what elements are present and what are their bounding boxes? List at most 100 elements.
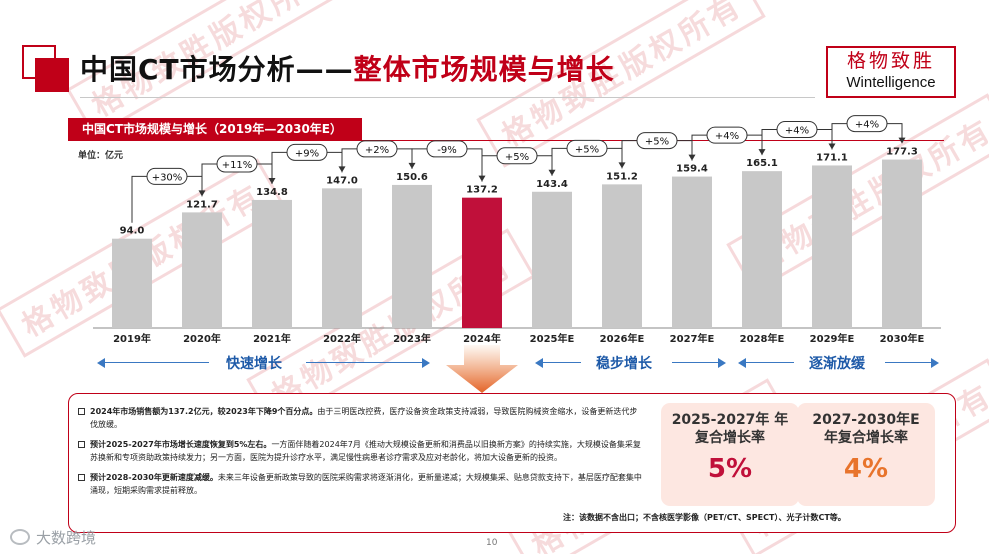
x-tick-label: 2020年 [183, 332, 221, 345]
growth-pill [636, 132, 678, 150]
phase-arrow-left [97, 358, 215, 368]
page-title-main: 中国CT市场分析—— [80, 53, 354, 86]
title-decor-square-filled [35, 58, 69, 92]
checkbox-square-icon [78, 474, 85, 481]
bar [602, 184, 642, 328]
checkbox-square-icon [78, 408, 85, 415]
growth-label: +4% [785, 125, 809, 136]
cagr-value: 4% [843, 454, 889, 484]
growth-label: +4% [855, 120, 879, 131]
bar-value-label: 121.7 [186, 199, 218, 210]
growth-arrowhead [898, 137, 906, 144]
bar [532, 191, 572, 328]
x-tick-label: 2030年E [880, 332, 925, 345]
growth-pill [146, 167, 188, 185]
wechat-icon [10, 529, 30, 545]
bullet-item: 预计2025-2027年市场增长速度恢复到5%左右。一方面伴随着2024年7月《… [78, 438, 644, 464]
bullet-text: 未来三年设备更新政策导致的医院采购需求将逐渐消化，更新量递减；大规模集采、贴息贷… [90, 473, 642, 495]
down-arrow-icon [446, 345, 518, 393]
x-tick-label: 2024年 [463, 332, 501, 345]
x-tick-label: 2022年 [323, 332, 361, 345]
x-tick-label: 2023年 [393, 332, 431, 345]
x-tick-label: 2027年E [670, 332, 715, 345]
growth-pill [286, 143, 328, 161]
bar [812, 165, 852, 328]
x-tick-label: 2029年E [810, 332, 855, 345]
phase-arrow-right [666, 358, 726, 368]
growth-pill [566, 139, 608, 157]
phase-arrow-right [879, 358, 939, 368]
cagr-label: 2025-2027年 年复合增长率 [671, 412, 789, 446]
phase-arrow-right [300, 358, 430, 368]
logo-chinese-text: 格物致胜 [846, 50, 935, 72]
bar-chart: 94.0 2019年 121.7 2020年 134.8 2021年 147.0 2022年 1… [93, 115, 941, 345]
growth-pill [426, 140, 468, 158]
bar [742, 171, 782, 328]
logo-english-text: Wintelligence [846, 74, 936, 91]
bar-value-label: 94.0 [120, 226, 145, 237]
bar [392, 184, 432, 328]
bar [882, 159, 922, 328]
bar [182, 212, 222, 328]
bar-value-label: 159.4 [676, 164, 708, 175]
summary-bullets: 2024年市场销售额为137.2亿元，较2023年下降9个百分点。由于三明医改控… [78, 405, 644, 504]
bullet-item: 预计2028-2030年更新速度减缓。未来三年设备更新政策导致的医院采购需求将逐… [78, 471, 644, 497]
bar-value-label: 143.4 [536, 179, 568, 190]
x-tick-label: 2021年 [253, 332, 291, 345]
page-title: 中国CT市场分析——整体市场规模与增长 [80, 48, 615, 88]
bullet-text: 一方面伴随着2024年7月《推动大规模设备更新和消费品以旧换新方案》的持续实施，… [90, 440, 641, 462]
phase-arrow-left [738, 358, 800, 368]
x-tick-label: 2019年 [113, 332, 151, 345]
growth-pill [846, 115, 888, 133]
cagr-card-2027-2030: 2027-2030年E 年复合增长率 4% [797, 403, 935, 506]
footnote: 注：该数据不含出口；不含核医学影像（PET/CT、SPECT）、光子计数CT等。 [563, 513, 846, 522]
bar-value-label: 137.2 [466, 185, 498, 196]
footer-brand: 大数跨境 [10, 527, 96, 548]
growth-label: +2% [365, 145, 389, 156]
bar-value-label: 147.0 [326, 175, 358, 186]
checkbox-square-icon [78, 441, 85, 448]
footer-brand-text: 大数跨境 [36, 529, 97, 547]
bar [672, 176, 712, 328]
page-title-highlight: 整体市场规模与增长 [353, 53, 615, 86]
page-number: 10 [486, 538, 498, 548]
x-tick-label: 2026年E [600, 332, 645, 345]
cagr-card-2025-2027: 2025-2027年 年复合增长率 5% [661, 403, 799, 506]
cagr-value: 5% [707, 454, 753, 484]
bar [322, 188, 362, 328]
growth-label: +5% [505, 152, 529, 163]
chart-title-divider [68, 140, 944, 141]
growth-pill [706, 126, 748, 144]
bullet-lead: 2024年市场销售额为137.2亿元，较2023年下降9个百分点。 [90, 407, 318, 416]
bar-value-label: 165.1 [746, 158, 778, 169]
bullet-lead: 预计2028-2030年更新速度减缓。 [90, 473, 218, 482]
growth-label: +5% [575, 144, 599, 155]
x-tick-label: 2028年E [740, 332, 785, 345]
phase-arrow-left [535, 358, 587, 368]
phase-label-steady-growth: 稳步增长 [596, 356, 652, 372]
bar-value-label: 171.1 [816, 152, 848, 163]
growth-pill [776, 120, 818, 138]
growth-pill [216, 155, 258, 173]
chart-unit-label: 单位：亿元 [78, 151, 124, 161]
growth-label: +9% [295, 148, 319, 159]
growth-pill [356, 140, 398, 158]
bar-value-label: 134.8 [256, 187, 288, 198]
growth-label: +4% [715, 131, 739, 142]
phase-label-slowing: 逐渐放缓 [809, 356, 865, 372]
growth-label: +11% [222, 160, 253, 171]
bar-value-label: 151.2 [606, 171, 638, 182]
bullet-lead: 预计2025-2027年市场增长速度恢复到5%左右。 [90, 440, 272, 449]
chart-title: 中国CT市场规模与增长（2019年—2030年E） [68, 118, 362, 140]
brand-logo: 格物致胜 Wintelligence [826, 46, 956, 98]
growth-label: +30% [152, 172, 183, 183]
growth-label: -9% [437, 145, 456, 156]
bar-value-label: 177.3 [886, 147, 918, 158]
bullet-item: 2024年市场销售额为137.2亿元，较2023年下降9个百分点。由于三明医改控… [78, 405, 644, 431]
bar [252, 199, 292, 328]
bar [112, 238, 152, 328]
title-divider [80, 97, 815, 98]
cagr-label: 2027-2030年E 年复合增长率 [812, 412, 920, 446]
x-tick-label: 2025年E [530, 332, 575, 345]
